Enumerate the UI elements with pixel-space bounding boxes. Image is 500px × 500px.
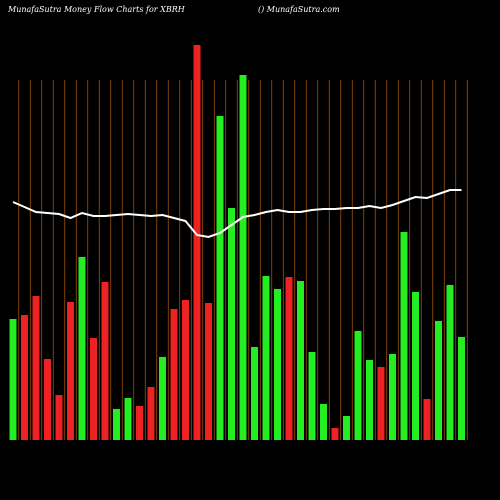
bar: [412, 292, 419, 440]
bar: [90, 338, 97, 440]
bar: [67, 302, 74, 440]
bar: [205, 303, 212, 440]
chart-subtitle: () MunafaSutra.com: [258, 5, 340, 14]
bar: [21, 315, 28, 440]
bar: [400, 232, 408, 440]
bar: [228, 208, 235, 440]
bar: [170, 309, 178, 440]
chart-title: MunafaSutra Money Flow Charts for XBRH: [7, 5, 186, 14]
bar: [159, 357, 166, 440]
bar: [182, 300, 189, 440]
line: [12, 189, 462, 239]
bar: [239, 75, 247, 440]
bar: [343, 416, 350, 440]
bar: [458, 337, 465, 440]
bar: [55, 395, 63, 440]
bar: [297, 281, 304, 440]
bar: [78, 257, 86, 440]
bar: [389, 354, 396, 440]
bar: [446, 285, 454, 440]
bar: [101, 282, 109, 440]
bar: [366, 360, 373, 440]
bar: [32, 296, 40, 440]
bar: [147, 387, 155, 440]
bar: [423, 399, 431, 440]
bar: [285, 277, 293, 440]
bar: [124, 398, 132, 440]
bar: [262, 276, 270, 440]
bar: [320, 404, 327, 440]
bar: [308, 352, 316, 440]
bar: [113, 409, 120, 440]
bar: [136, 406, 143, 440]
bar: [216, 116, 224, 440]
bar: [44, 359, 51, 440]
bar: [274, 289, 281, 440]
bar: [251, 347, 258, 440]
bar: [193, 45, 201, 440]
bar: [9, 319, 17, 440]
bar: [377, 367, 385, 440]
bar: [331, 428, 339, 440]
bar: [354, 331, 362, 440]
bar: [435, 321, 442, 440]
